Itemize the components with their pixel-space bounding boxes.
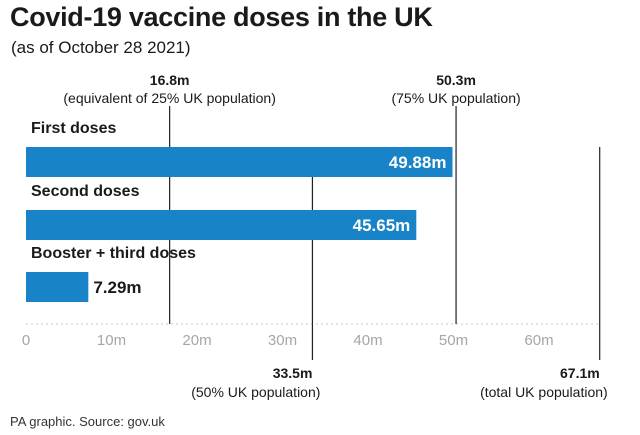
x-tick-label: 30m (268, 332, 297, 349)
reference-value-label: 67.1m (560, 365, 600, 381)
reference-value-label: 50.3m (436, 72, 476, 88)
source-credit: PA graphic. Source: gov.uk (10, 414, 165, 429)
reference-value-label: 33.5m (273, 365, 313, 381)
reference-description-label: (50% UK population) (191, 384, 320, 400)
x-tick-label: 10m (97, 332, 126, 349)
x-tick-label: 20m (182, 332, 211, 349)
bar (26, 147, 453, 177)
x-tick-label: 60m (524, 332, 553, 349)
x-tick-label: 40m (353, 332, 382, 349)
x-tick-label: 50m (439, 332, 468, 349)
page-title: Covid-19 vaccine doses in the UK (10, 2, 433, 32)
category-label: First doses (31, 120, 116, 137)
bar (26, 272, 89, 302)
reference-description-label: (75% UK population) (391, 90, 520, 106)
bar-value-label: 45.65m (353, 216, 411, 235)
reference-value-label: 16.8m (150, 72, 190, 88)
bar (26, 210, 417, 240)
category-label: Second doses (31, 183, 140, 200)
reference-description-label: (equivalent of 25% UK population) (63, 90, 275, 106)
bar-value-label: 7.29m (93, 278, 141, 297)
page-subtitle: (as of October 28 2021) (11, 38, 191, 57)
category-label: Booster + third doses (31, 245, 196, 262)
x-tick-label: 0 (22, 332, 30, 349)
reference-description-label: (total UK population) (480, 384, 608, 400)
bar-value-label: 49.88m (389, 153, 447, 172)
